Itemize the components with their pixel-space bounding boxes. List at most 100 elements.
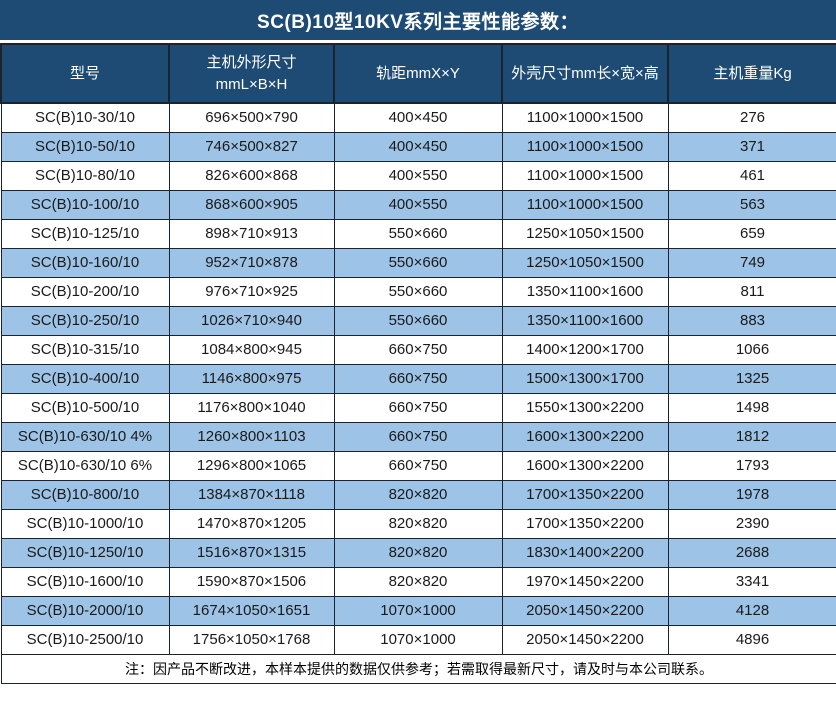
table-row: SC(B)10-630/10 6% 1296×800×1065 660×750 160… — [0, 450, 836, 481]
table-cell: 1384×870×1118 — [168, 479, 335, 510]
column-header-shell-dimensions: 外壳尺寸mm长×宽×高 — [501, 43, 669, 104]
table-header: 型号 主机外形尺寸 mmL×B×H 轨距mmX×Y 外壳尺寸mm长×宽×高 主机… — [0, 43, 836, 104]
table-cell: 1296×800×1065 — [168, 450, 335, 481]
table-row: SC(B)10-80/10 826×600×868 400×550 1100×1000… — [0, 160, 836, 191]
table-cell: 461 — [667, 160, 836, 191]
table-cell: 820×820 — [333, 566, 503, 597]
column-header-main-dimensions: 主机外形尺寸 mmL×B×H — [168, 43, 335, 104]
table-cell: SC(B)10-250/10 — [0, 305, 170, 336]
table-cell: 883 — [667, 305, 836, 336]
table-row: SC(B)10-315/10 1084×800×945 660×750 1400×12… — [0, 334, 836, 365]
table-cell: 1600×1300×2200 — [501, 421, 669, 452]
table-cell: 1066 — [667, 334, 836, 365]
table-cell: 1600×1300×2200 — [501, 450, 669, 481]
spec-table: 型号 主机外形尺寸 mmL×B×H 轨距mmX×Y 外壳尺寸mm长×宽×高 主机… — [0, 43, 836, 684]
table-cell: SC(B)10-400/10 — [0, 363, 170, 394]
table-cell: 1500×1300×1700 — [501, 363, 669, 394]
table-cell: 1100×1000×1500 — [501, 160, 669, 191]
table-row: SC(B)10-1000/10 1470×870×1205 820×820 1700×… — [0, 508, 836, 539]
table-cell: 2390 — [667, 508, 836, 539]
table-cell: 1350×1100×1600 — [501, 305, 669, 336]
table-row: SC(B)10-125/10 898×710×913 550×660 1250×105… — [0, 218, 836, 249]
column-header-model: 型号 — [0, 43, 170, 104]
table-cell: 2688 — [667, 537, 836, 568]
table-row: SC(B)10-630/10 4% 1260×800×1103 660×750 160… — [0, 421, 836, 452]
table-row: SC(B)10-50/10 746×500×827 400×450 1100×1000… — [0, 131, 836, 162]
table-cell: 1756×1050×1768 — [168, 624, 335, 655]
table-row: SC(B)10-800/10 1384×870×1118 820×820 1700×1… — [0, 479, 836, 510]
table-cell: SC(B)10-125/10 — [0, 218, 170, 249]
table-cell: 563 — [667, 189, 836, 220]
table-cell: SC(B)10-1000/10 — [0, 508, 170, 539]
table-cell: 1250×1050×1500 — [501, 218, 669, 249]
table-row: SC(B)10-200/10 976×710×925 550×660 1350×110… — [0, 276, 836, 307]
table-cell: 1350×1100×1600 — [501, 276, 669, 307]
table-cell: 400×450 — [333, 102, 503, 133]
column-header-label: 轨距mmX×Y — [376, 64, 460, 82]
column-header-rail-gauge: 轨距mmX×Y — [333, 43, 503, 104]
column-header-label: 主机外形尺寸 — [206, 53, 297, 71]
column-header-label: 主机重量Kg — [713, 64, 792, 82]
table-cell: 1470×870×1205 — [168, 508, 335, 539]
column-header-weight: 主机重量Kg — [667, 43, 836, 104]
table-cell: 660×750 — [333, 450, 503, 481]
table-cell: 1100×1000×1500 — [501, 189, 669, 220]
table-row: SC(B)10-1600/10 1590×870×1506 820×820 1970×… — [0, 566, 836, 597]
table-cell: 550×660 — [333, 247, 503, 278]
table-cell: 1812 — [667, 421, 836, 452]
table-cell: 1100×1000×1500 — [501, 131, 669, 162]
table-cell: 1084×800×945 — [168, 334, 335, 365]
table-cell: 749 — [667, 247, 836, 278]
table-cell: SC(B)10-1250/10 — [0, 537, 170, 568]
table-cell: 550×660 — [333, 218, 503, 249]
table-cell: 976×710×925 — [168, 276, 335, 307]
table-cell: 659 — [667, 218, 836, 249]
title-divider — [0, 40, 836, 43]
table-cell: 660×750 — [333, 392, 503, 423]
column-header-label: 外壳尺寸mm长×宽×高 — [511, 64, 659, 82]
table-cell: SC(B)10-2500/10 — [0, 624, 170, 655]
table-cell: 1793 — [667, 450, 836, 481]
table-body: SC(B)10-30/10 696×500×790 400×450 1100×1000… — [0, 102, 836, 655]
table-cell: 1400×1200×1700 — [501, 334, 669, 365]
table-cell: 1498 — [667, 392, 836, 423]
table-cell: 1550×1300×2200 — [501, 392, 669, 423]
table-cell: 696×500×790 — [168, 102, 335, 133]
table-cell: SC(B)10-315/10 — [0, 334, 170, 365]
table-cell: 1674×1050×1651 — [168, 595, 335, 626]
table-row: SC(B)10-2000/10 1674×1050×1651 1070×1000 20… — [0, 595, 836, 626]
table-cell: SC(B)10-80/10 — [0, 160, 170, 191]
table-row: SC(B)10-30/10 696×500×790 400×450 1100×1000… — [0, 102, 836, 133]
table-row: SC(B)10-2500/10 1756×1050×1768 1070×1000 20… — [0, 624, 836, 655]
table-cell: 1516×870×1315 — [168, 537, 335, 568]
column-header-label: 型号 — [69, 64, 100, 82]
table-cell: SC(B)10-630/10 4% — [0, 421, 170, 452]
table-row: SC(B)10-160/10 952×710×878 550×660 1250×105… — [0, 247, 836, 278]
table-cell: 3341 — [667, 566, 836, 597]
table-cell: 1260×800×1103 — [168, 421, 335, 452]
table-cell: SC(B)10-30/10 — [0, 102, 170, 133]
table-row: SC(B)10-500/10 1176×800×1040 660×750 1550×1… — [0, 392, 836, 423]
table-cell: 868×600×905 — [168, 189, 335, 220]
table-cell: 820×820 — [333, 508, 503, 539]
table-cell: 400×550 — [333, 160, 503, 191]
column-header-sublabel: mmL×B×H — [215, 75, 288, 93]
table-cell: 746×500×827 — [168, 131, 335, 162]
note-row: 注：因产品不断改进，本样本提供的数据仅供参考；若需取得最新尺寸，请及时与本公司联… — [0, 653, 836, 684]
table-cell: 820×820 — [333, 479, 503, 510]
table-cell: SC(B)10-630/10 6% — [0, 450, 170, 481]
table-cell: 1830×1400×2200 — [501, 537, 669, 568]
table-cell: 550×660 — [333, 276, 503, 307]
table-cell: 276 — [667, 102, 836, 133]
table-cell: 2050×1450×2200 — [501, 595, 669, 626]
table-cell: 826×600×868 — [168, 160, 335, 191]
table-cell: 400×550 — [333, 189, 503, 220]
table-footer: 注：因产品不断改进，本样本提供的数据仅供参考；若需取得最新尺寸，请及时与本公司联… — [0, 653, 836, 684]
table-row: SC(B)10-400/10 1146×800×975 660×750 1500×13… — [0, 363, 836, 394]
table-cell: 952×710×878 — [168, 247, 335, 278]
table-cell: 371 — [667, 131, 836, 162]
table-cell: 1700×1350×2200 — [501, 479, 669, 510]
table-cell: 550×660 — [333, 305, 503, 336]
table-cell: 811 — [667, 276, 836, 307]
